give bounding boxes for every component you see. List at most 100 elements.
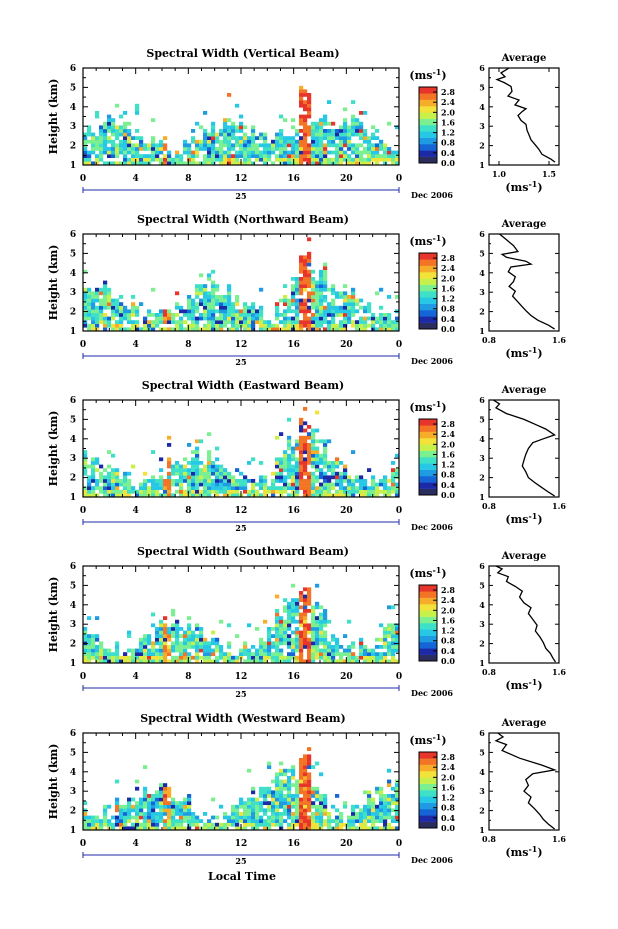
heatmap-cell bbox=[235, 479, 240, 483]
heatmap-cell bbox=[131, 464, 136, 469]
heatmap-cell bbox=[307, 591, 312, 595]
heatmap-cell bbox=[231, 320, 236, 324]
heatmap-cell bbox=[187, 157, 192, 162]
heatmap-cell bbox=[367, 309, 372, 314]
heatmap-cell bbox=[395, 323, 400, 328]
heatmap-cell bbox=[295, 598, 300, 602]
heatmap-cell bbox=[275, 302, 280, 306]
heatmap-cell bbox=[127, 659, 132, 664]
average-x-tick-label: 1.6 bbox=[552, 335, 566, 345]
heatmap-cell bbox=[379, 489, 384, 494]
heatmap-cell bbox=[203, 468, 208, 472]
heatmap-cell bbox=[335, 147, 340, 151]
heatmap-cell bbox=[195, 815, 200, 820]
heatmap-cell bbox=[339, 461, 344, 465]
heatmap-cell bbox=[127, 327, 132, 332]
heatmap-cell bbox=[255, 648, 260, 653]
heatmap-cell bbox=[87, 157, 92, 162]
heatmap-cell bbox=[367, 305, 372, 310]
heatmap-cell bbox=[187, 489, 192, 494]
heatmap-cell bbox=[323, 118, 328, 122]
heatmap-cell bbox=[363, 655, 368, 660]
heatmap-cell bbox=[119, 125, 124, 130]
heatmap-cell bbox=[235, 327, 240, 332]
heatmap-cell bbox=[83, 822, 88, 827]
heatmap-cell bbox=[195, 305, 200, 310]
heatmap-cell bbox=[159, 139, 164, 144]
heatmap-cell bbox=[327, 659, 332, 664]
heatmap-cell bbox=[167, 320, 172, 324]
heatmap-cell bbox=[215, 637, 220, 642]
heatmap-cell bbox=[299, 457, 304, 462]
heatmap-cell bbox=[135, 305, 140, 310]
heatmap-cell bbox=[331, 150, 336, 155]
heatmap-cell bbox=[267, 489, 272, 494]
heatmap-cell bbox=[319, 630, 324, 635]
heatmap-cell bbox=[351, 652, 356, 656]
heatmap-cell bbox=[151, 812, 156, 816]
heatmap-cell bbox=[107, 482, 112, 487]
heatmap-cell bbox=[387, 641, 392, 646]
heatmap-cell bbox=[355, 479, 360, 483]
x-tick-label: 20 bbox=[340, 340, 353, 350]
heatmap-cell bbox=[367, 323, 372, 328]
heatmap-cell bbox=[319, 154, 324, 158]
heatmap-cell bbox=[371, 320, 376, 324]
heatmap-cell bbox=[335, 471, 340, 476]
heatmap-cell bbox=[339, 652, 344, 656]
heatmap-cell bbox=[119, 812, 124, 816]
heatmap-cell bbox=[359, 121, 364, 126]
heatmap-cell bbox=[383, 655, 388, 660]
heatmap-cell bbox=[83, 801, 88, 805]
heatmap-cell bbox=[91, 641, 96, 646]
heatmap-cell bbox=[115, 309, 120, 314]
heatmap-cell bbox=[391, 161, 396, 166]
heatmap-cell bbox=[327, 475, 332, 480]
heatmap-cell bbox=[83, 627, 88, 631]
heatmap-cell bbox=[207, 157, 212, 162]
date-label: Dec 2006 bbox=[411, 356, 453, 366]
heatmap-cell bbox=[275, 623, 280, 628]
average-frame bbox=[488, 732, 560, 831]
heatmap-cell bbox=[315, 761, 320, 766]
heatmap-cell bbox=[311, 143, 316, 148]
heatmap-cell bbox=[351, 323, 356, 328]
heatmap-cell bbox=[291, 641, 296, 646]
heatmap-cell bbox=[123, 147, 128, 151]
heatmap-cell bbox=[307, 443, 312, 447]
heatmap-cell bbox=[103, 652, 108, 656]
heatmap-cell bbox=[291, 320, 296, 324]
heatmap-cell bbox=[155, 822, 160, 827]
heatmap-cell bbox=[203, 298, 208, 303]
heatmap-cell bbox=[375, 637, 380, 642]
heatmap-cell bbox=[295, 645, 300, 649]
heatmap-cell bbox=[343, 157, 348, 162]
heatmap-cell bbox=[195, 627, 200, 631]
heatmap-cell bbox=[311, 457, 316, 462]
average-unit-label: (ms-1) bbox=[505, 677, 542, 692]
heatmap-cell bbox=[231, 486, 236, 490]
heatmap-cell bbox=[83, 298, 88, 303]
colorbar-segment bbox=[419, 802, 437, 810]
heatmap-cell bbox=[211, 797, 216, 802]
heatmap-cell bbox=[99, 479, 104, 483]
heatmap-cell bbox=[191, 161, 196, 166]
heatmap-cell bbox=[303, 320, 308, 324]
average-profile-line bbox=[495, 67, 556, 163]
heatmap-cell bbox=[323, 150, 328, 155]
heatmap-cell bbox=[127, 634, 132, 638]
heatmap-cell bbox=[227, 125, 232, 130]
heatmap-cell bbox=[243, 812, 248, 816]
heatmap-cell bbox=[299, 812, 304, 816]
heatmap-cell bbox=[243, 801, 248, 805]
heatmap-cell bbox=[283, 450, 288, 454]
heatmap-cell bbox=[343, 136, 348, 140]
heatmap-cell bbox=[363, 305, 368, 310]
heatmap-cell bbox=[303, 157, 308, 162]
heatmap-cell bbox=[127, 804, 132, 809]
heatmap-cell bbox=[323, 453, 328, 458]
heatmap-cell bbox=[379, 313, 384, 317]
heatmap-cell bbox=[367, 302, 372, 306]
heatmap-cell bbox=[287, 601, 292, 606]
heatmap-cell bbox=[163, 143, 168, 148]
